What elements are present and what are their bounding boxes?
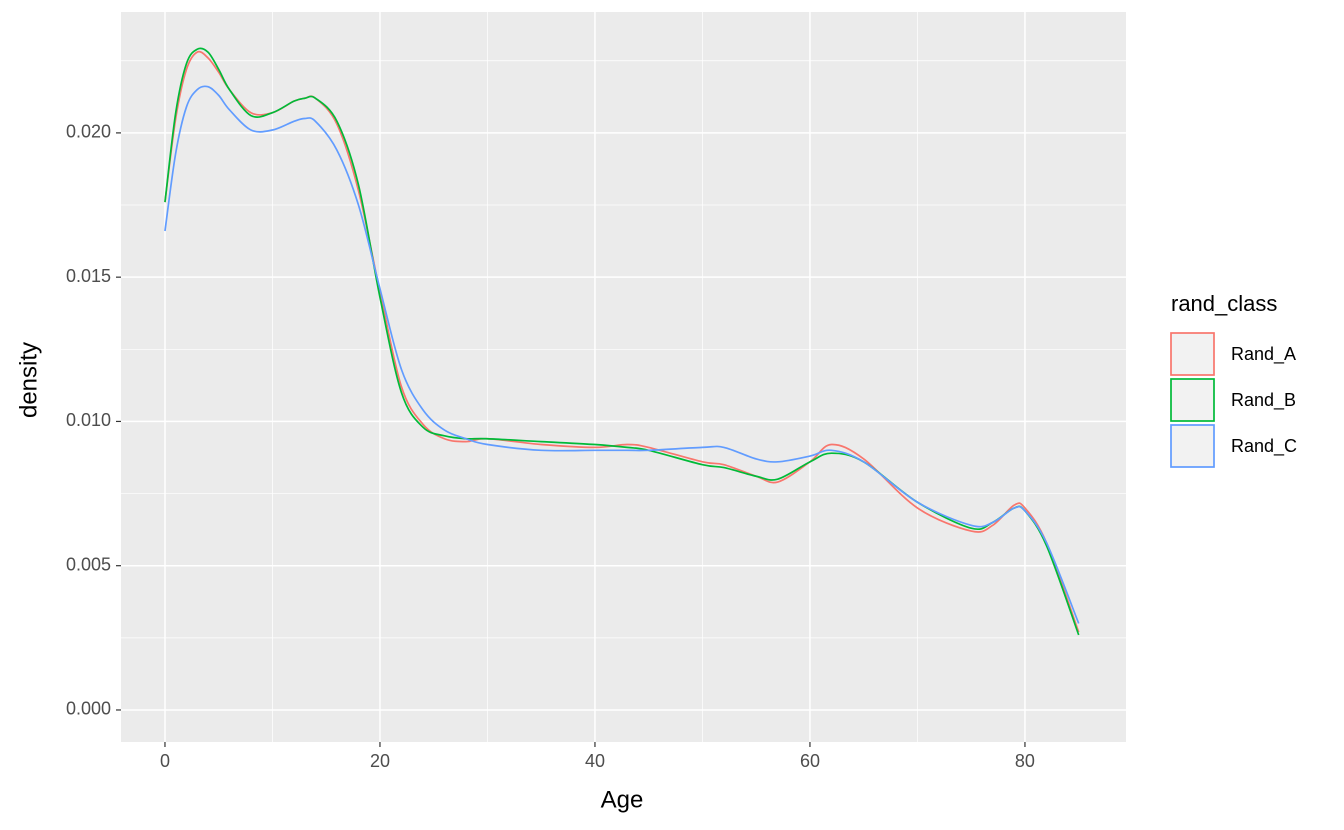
x-tick-label: 20 bbox=[370, 751, 390, 771]
legend-title: rand_class bbox=[1171, 291, 1277, 316]
y-tick-label: 0.015 bbox=[66, 266, 111, 286]
panel bbox=[121, 12, 1126, 742]
density-line bbox=[164, 85, 1080, 624]
legend-label: Rand_A bbox=[1231, 344, 1296, 365]
x-tick-label: 80 bbox=[1015, 751, 1035, 771]
legend-key bbox=[1170, 424, 1215, 468]
x-axis-label: Age bbox=[601, 786, 644, 813]
legend-key bbox=[1170, 332, 1215, 376]
y-tick-label: 0.005 bbox=[66, 554, 111, 574]
legend-label: Rand_C bbox=[1231, 436, 1297, 457]
y-tick-label: 0.000 bbox=[66, 699, 111, 719]
x-tick-label: 40 bbox=[585, 751, 605, 771]
legend-key bbox=[1170, 378, 1215, 422]
legend-label: Rand_B bbox=[1231, 390, 1296, 411]
x-tick-label: 0 bbox=[160, 751, 170, 771]
y-axis-label: density bbox=[15, 342, 42, 418]
y-tick-label: 0.020 bbox=[66, 122, 111, 142]
y-tick-label: 0.010 bbox=[66, 410, 111, 430]
x-tick-label: 60 bbox=[800, 751, 820, 771]
